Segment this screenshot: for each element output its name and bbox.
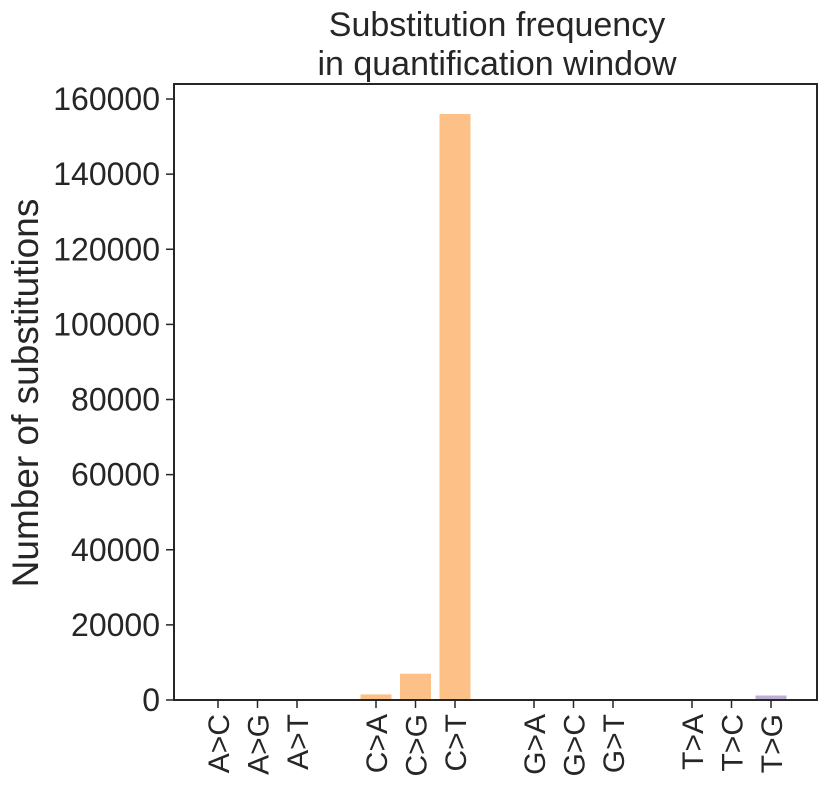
chart-title-line-2: in quantification window — [317, 45, 677, 83]
x-tick-label: A>T — [282, 714, 315, 770]
x-ticks-group: A>C A>G A>T C>A C>G C>T G>A G>C G>T T>A T>C T>G — [203, 700, 789, 777]
x-tick-label: A>G — [243, 714, 276, 775]
y-tick-label: 20000 — [71, 607, 160, 643]
y-tick-label: 120000 — [53, 231, 160, 267]
y-tick-label: 0 — [142, 682, 160, 718]
x-tick-label: G>C — [559, 714, 592, 777]
y-axis-label: Number of substitutions — [5, 199, 46, 588]
bar-C-to-A — [360, 694, 392, 700]
bar-C-to-T — [439, 114, 471, 700]
y-tick-label: 140000 — [53, 156, 160, 192]
y-tick-label: 60000 — [71, 457, 160, 493]
x-tick-label: G>T — [598, 714, 631, 773]
x-tick-label: C>A — [361, 714, 394, 773]
bar-T-to-G — [755, 695, 787, 700]
x-tick-label: C>G — [401, 714, 434, 777]
axes-frame — [173, 83, 818, 701]
x-tick-label: G>A — [519, 714, 552, 775]
y-tick-label: 160000 — [53, 81, 160, 117]
y-tick-label: 40000 — [71, 532, 160, 568]
x-tick-label: A>C — [203, 714, 236, 773]
x-tick-label: T>G — [756, 714, 789, 773]
y-tick-label: 80000 — [71, 382, 160, 418]
x-tick-label: T>C — [717, 714, 750, 772]
bars-group — [360, 114, 787, 700]
y-ticks-group: 0 20000 40000 60000 80000 100000 120000 140000 1… — [53, 81, 174, 718]
bar-C-to-G — [400, 673, 431, 700]
x-tick-label: T>A — [677, 714, 710, 770]
y-tick-label: 100000 — [53, 306, 160, 342]
x-tick-label: C>T — [440, 714, 473, 772]
chart-title-line-1: Substitution frequency — [329, 6, 665, 44]
